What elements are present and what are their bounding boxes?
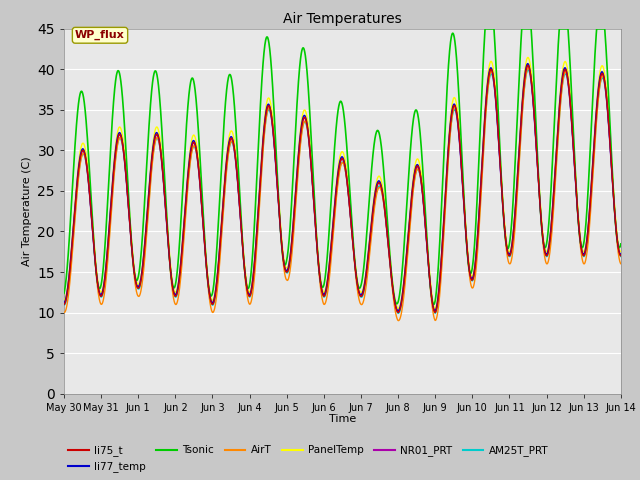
X-axis label: Time: Time [329,414,356,424]
Text: WP_flux: WP_flux [75,30,125,40]
Legend: li75_t, li77_temp, Tsonic, AirT, PanelTemp, NR01_PRT, AM25T_PRT: li75_t, li77_temp, Tsonic, AirT, PanelTe… [64,441,552,476]
Title: Air Temperatures: Air Temperatures [283,12,402,26]
Y-axis label: Air Temperature (C): Air Temperature (C) [22,156,32,266]
